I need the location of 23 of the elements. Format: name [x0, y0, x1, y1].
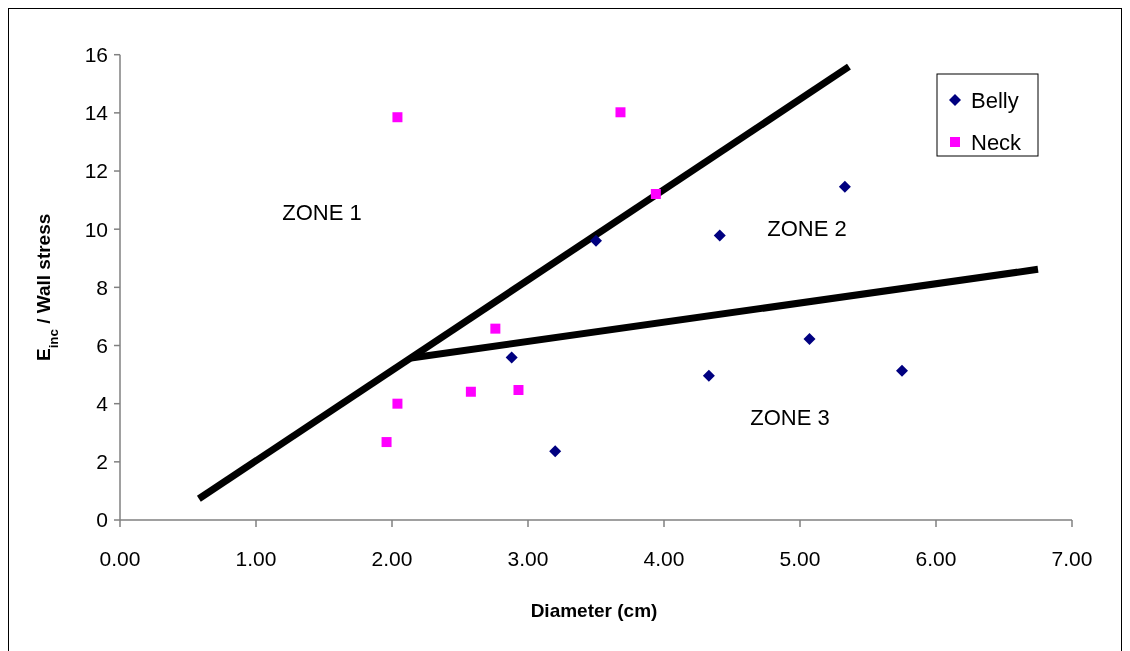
- x-tick-label: 5.00: [779, 547, 821, 570]
- x-tick-label: 6.00: [915, 547, 957, 570]
- y-tick-label: 8: [96, 275, 108, 299]
- y-tick-label: 12: [84, 159, 108, 183]
- y-tick-label: 14: [84, 101, 109, 125]
- x-tick-label: 0.00: [99, 547, 141, 570]
- y-tick-label: 4: [96, 392, 109, 416]
- y-tick-label: 2: [96, 450, 108, 474]
- legend-label: Neck: [971, 129, 1023, 155]
- x-tick-label: 1.00: [235, 547, 277, 570]
- y-tick-label: 6: [96, 333, 108, 357]
- annotation: ZONE 1: [282, 199, 362, 225]
- y-tick-label: 16: [84, 43, 108, 67]
- x-axis-title: Diameter (cm): [530, 600, 658, 621]
- legend-label: Belly: [971, 87, 1019, 113]
- y-tick-label: 10: [84, 217, 108, 241]
- y-tick-label: 0: [96, 508, 108, 532]
- x-tick-label: 3.00: [507, 547, 549, 570]
- annotation: ZONE 2: [767, 215, 847, 241]
- x-tick-label: 7.00: [1051, 547, 1093, 570]
- x-tick-label: 4.00: [643, 547, 685, 570]
- x-tick-label: 2.00: [371, 547, 413, 570]
- annotation: ZONE 3: [750, 404, 830, 430]
